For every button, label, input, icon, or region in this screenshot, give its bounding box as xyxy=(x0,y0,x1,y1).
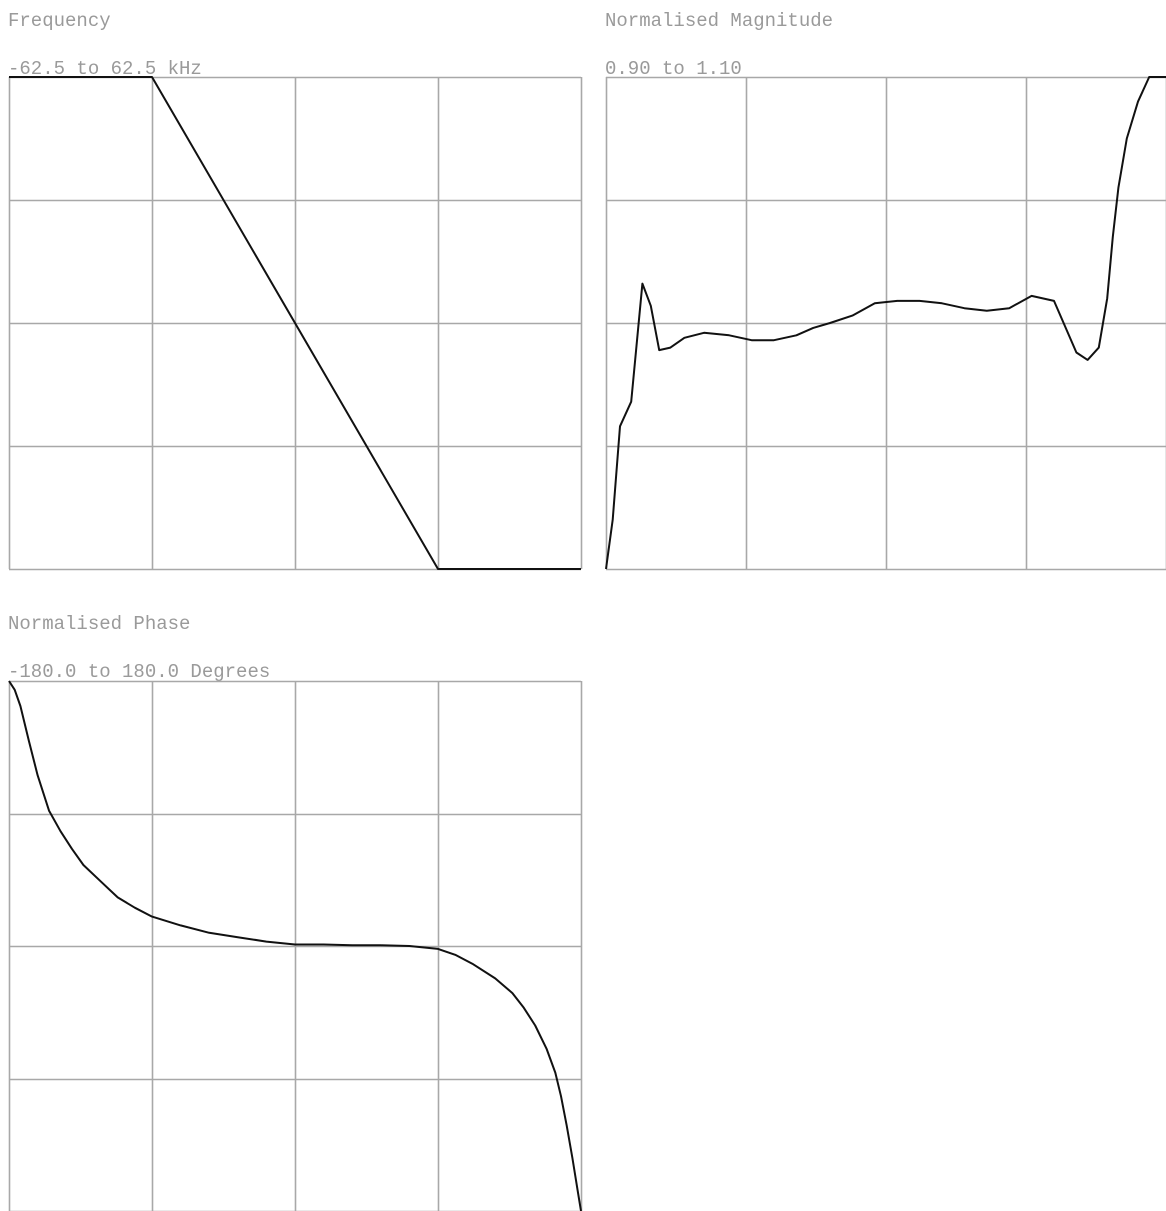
frequency-range-label: -62.5 to 62.5 kHz xyxy=(8,58,202,80)
frequency-chart-title: Frequency xyxy=(8,10,111,32)
frequency-trace xyxy=(9,76,581,570)
phase-chart xyxy=(8,680,583,1211)
phase-chart-title: Normalised Phase xyxy=(8,613,191,635)
magnitude-chart-title: Normalised Magnitude xyxy=(605,10,834,32)
magnitude-range-label: 0.90 to 1.10 xyxy=(605,58,742,80)
phase-range-label: -180.0 to 180.0 Degrees xyxy=(8,661,271,683)
phase-trace xyxy=(8,680,582,1211)
magnitude-chart xyxy=(605,76,1166,571)
magnitude-trace xyxy=(605,76,1166,570)
frequency-chart xyxy=(8,76,583,571)
